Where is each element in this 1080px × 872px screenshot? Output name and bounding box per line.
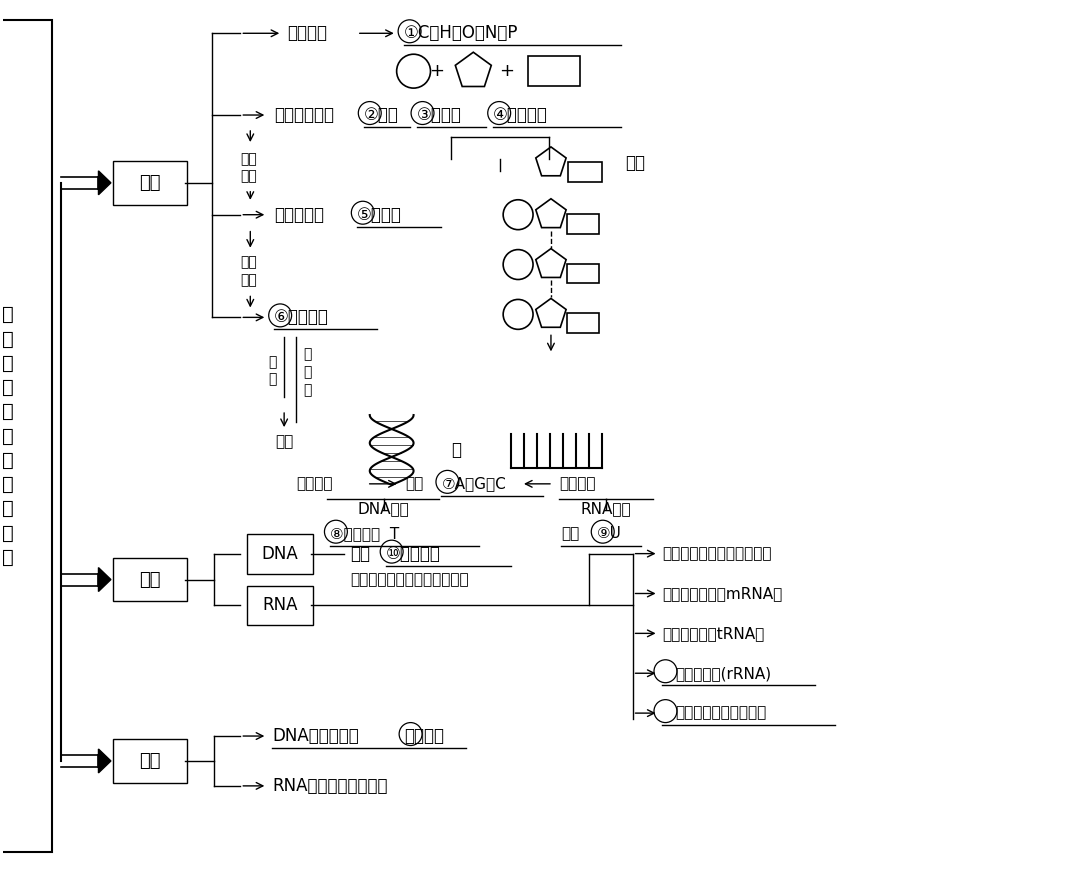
Text: 基本单位：: 基本单位：	[274, 206, 324, 224]
FancyBboxPatch shape	[567, 214, 598, 234]
Text: ③五碳糖: ③五碳糖	[417, 106, 461, 124]
Text: 传递遗传信息（mRNA）: 传递遗传信息（mRNA）	[662, 586, 783, 601]
Text: +: +	[499, 62, 514, 80]
Text: ⑧脱氧核糖  T: ⑧脱氧核糖 T	[329, 526, 400, 542]
Polygon shape	[98, 568, 111, 591]
Text: 核糖: 核糖	[561, 526, 579, 542]
FancyBboxPatch shape	[528, 56, 580, 86]
FancyBboxPatch shape	[247, 534, 313, 574]
Text: ④含氮碱基: ④含氮碱基	[494, 106, 548, 124]
Text: DNA: DNA	[261, 545, 298, 562]
Text: ⑦A、G、C: ⑦A、G、C	[442, 476, 507, 491]
Text: ⑤核苷酸: ⑤核苷酸	[356, 206, 402, 224]
Text: 运输氨基酸（tRNA）: 运输氨基酸（tRNA）	[662, 626, 765, 641]
FancyBboxPatch shape	[0, 20, 52, 852]
Text: 条: 条	[268, 372, 276, 386]
Text: ②磷酸: ②磷酸	[364, 106, 399, 124]
Text: 小分子物质：: 小分子物质：	[274, 106, 334, 124]
Text: RNA特有: RNA特有	[580, 501, 631, 516]
Text: 功能: 功能	[139, 570, 161, 589]
Text: ⑥核苷酸链: ⑥核苷酸链	[274, 309, 329, 326]
Text: DNA特有: DNA特有	[357, 501, 409, 516]
Text: DNA主要分布于: DNA主要分布于	[272, 727, 359, 745]
FancyBboxPatch shape	[567, 263, 598, 283]
Text: 脱水: 脱水	[240, 255, 257, 269]
Text: 多为单链: 多为单链	[559, 476, 595, 491]
Text: 分布: 分布	[139, 752, 161, 770]
Text: +: +	[429, 62, 444, 80]
Text: 条: 条	[302, 383, 311, 397]
Text: 一: 一	[268, 355, 276, 369]
Text: 控制遗传、变异和蛋白质合成: 控制遗传、变异和蛋白质合成	[350, 572, 469, 587]
Text: 核苷: 核苷	[625, 153, 646, 172]
Text: 或: 或	[302, 347, 311, 361]
Text: 作为酶，具有催化功能: 作为酶，具有催化功能	[675, 705, 767, 720]
Polygon shape	[98, 171, 111, 194]
FancyBboxPatch shape	[567, 313, 598, 333]
Text: 共有: 共有	[406, 476, 423, 491]
Text: 相互: 相互	[240, 152, 257, 166]
Text: 组成核糖体(rRNA): 组成核糖体(rRNA)	[675, 665, 771, 681]
Text: ⑬细胞核: ⑬细胞核	[405, 727, 445, 745]
Text: 聚合: 聚合	[240, 274, 257, 288]
Text: ⑨U: ⑨U	[597, 526, 622, 542]
FancyBboxPatch shape	[113, 739, 187, 783]
Text: ①C、H、O、N、P: ①C、H、O、N、P	[404, 24, 518, 42]
Text: 或: 或	[451, 441, 461, 459]
Text: ⑩遗传信息: ⑩遗传信息	[386, 545, 441, 562]
FancyBboxPatch shape	[568, 162, 602, 182]
Text: 作为遗传物质（某些病毒）: 作为遗传物质（某些病毒）	[662, 546, 772, 561]
FancyBboxPatch shape	[113, 160, 187, 205]
FancyBboxPatch shape	[247, 585, 313, 625]
Text: 多为双链: 多为双链	[296, 476, 333, 491]
Text: 结构: 结构	[139, 174, 161, 192]
Polygon shape	[98, 749, 111, 773]
FancyBboxPatch shape	[113, 557, 187, 602]
Text: 核
酸
的
结
构
、
功
能
、
分
布: 核 酸 的 结 构 、 功 能 、 分 布	[2, 305, 14, 567]
Text: 两: 两	[302, 365, 311, 379]
Text: 携带: 携带	[350, 545, 369, 562]
Text: RNA主要分布于细胞质: RNA主要分布于细胞质	[272, 777, 388, 795]
Text: RNA: RNA	[262, 596, 298, 615]
Text: 核酸: 核酸	[275, 434, 294, 449]
Text: 元素组成: 元素组成	[287, 24, 327, 42]
Text: 连接: 连接	[240, 169, 257, 183]
